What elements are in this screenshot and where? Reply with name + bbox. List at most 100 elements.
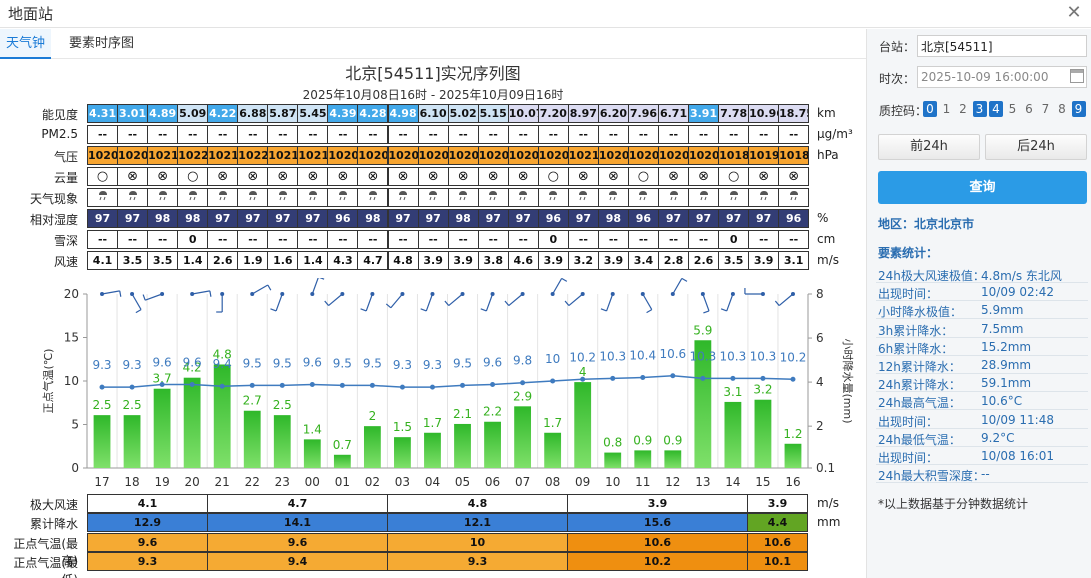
grid-cell: -- (627, 125, 659, 144)
precip-bar-label: 0.7 (333, 438, 352, 452)
overcast-icon: ⊗ (297, 167, 329, 186)
calendar-icon[interactable] (1070, 69, 1084, 83)
prev-24h-button[interactable]: 前24h (878, 134, 980, 160)
grid-cell: 6.88 (237, 104, 269, 123)
grid-cell: -- (87, 125, 119, 144)
y2-tick-label: 4 (816, 375, 824, 389)
temperature-label: 9.8 (513, 354, 532, 368)
qc-code-toggle[interactable]: 4 (989, 101, 1003, 117)
grid-cell: -- (778, 230, 810, 249)
grid-cell: -- (718, 125, 750, 144)
grid-cell: 98 (147, 209, 179, 228)
wind-barb-icon (310, 278, 325, 296)
stat-row: 出现时间： 10/08 16:01 (876, 447, 1088, 465)
grid-cell: 3.8 (477, 251, 509, 270)
grid-cell: 1020 (507, 146, 539, 165)
grid-cell: 1020 (537, 146, 569, 165)
qc-code-toggle[interactable]: 8 (1058, 102, 1066, 116)
stat-value: 9.2°C (981, 430, 1015, 445)
grid-cell: -- (327, 230, 359, 249)
overcast-icon: ⊗ (357, 167, 389, 186)
temperature-point (369, 382, 375, 388)
grid-cell: 97 (297, 209, 329, 228)
precip-bar (604, 452, 622, 468)
precip-bar-label: 1.2 (783, 427, 802, 441)
qc-code-toggle[interactable]: 1 (942, 102, 951, 116)
grid-cell: 1020 (327, 146, 359, 165)
grid-cell: 1020 (627, 146, 659, 165)
temperature-label: 9.5 (243, 356, 262, 370)
summary-cell-rain: 14.1 (207, 513, 388, 532)
summary-cell-rain: 15.6 (567, 513, 748, 532)
grid-cell: 1022 (237, 146, 269, 165)
temperature-point (580, 376, 586, 382)
grid-cell: 97 (267, 209, 299, 228)
precip-bar-label: 2.5 (273, 398, 292, 412)
stat-key: 出现时间： (878, 414, 939, 429)
row-label-7: 风速 (53, 255, 78, 269)
grid-cell: 1.6 (267, 251, 299, 270)
grid-cell: -- (507, 125, 539, 144)
clear-sky-icon: ○ (718, 167, 750, 186)
overcast-icon: ⊗ (658, 167, 690, 186)
row-unit-5: % (817, 211, 829, 225)
qc-code-toggle[interactable]: 6 (1025, 102, 1033, 116)
close-icon[interactable]: ✕ (1066, 2, 1082, 23)
grid-cell: 98 (357, 209, 389, 228)
precip-bar-label: 0.9 (633, 433, 652, 447)
overcast-icon: ⊗ (327, 167, 359, 186)
summary-label-3: 正点气温(最低) (13, 556, 78, 578)
precip-bar-label: 4 (579, 365, 587, 379)
temperature-label: 9.3 (423, 358, 442, 372)
summary-cell-tmax: 10 (387, 533, 568, 552)
grid-cell: 97 (477, 209, 509, 228)
window-title: 地面站 (8, 5, 54, 23)
temperature-label: 9.3 (92, 358, 111, 372)
temperature-point (700, 375, 706, 381)
grid-cell: -- (778, 125, 810, 144)
sidebar-panel: 台站： 时次： 2025-10-09 16:00:00 质控码： 0123456… (866, 29, 1091, 578)
grid-cell: 1020 (357, 146, 389, 165)
rain-icon (117, 188, 149, 207)
temperature-label: 9.4 (213, 357, 232, 371)
grid-cell: -- (688, 230, 720, 249)
qc-code-toggle[interactable]: 0 (923, 101, 937, 117)
grid-cell: 5.45 (297, 104, 329, 123)
precip-bar (363, 426, 381, 468)
query-button[interactable]: 查询 (878, 171, 1087, 204)
qc-code-toggle[interactable]: 5 (1008, 102, 1017, 116)
stat-value: 10/08 16:01 (981, 449, 1054, 463)
rain-icon (718, 188, 750, 207)
qc-code-toggle[interactable]: 7 (1041, 102, 1050, 116)
stat-row: 24h最低气温： 9.2°C (876, 429, 1088, 447)
tab-element-timeseries[interactable]: 要素时序图 (69, 36, 135, 51)
grid-cell: 4.28 (357, 104, 389, 123)
wind-barb-icon (324, 292, 345, 307)
temperature-point (219, 383, 225, 389)
temperature-point (490, 381, 496, 387)
x-tick-label: 03 (395, 475, 410, 489)
clear-sky-icon: ○ (177, 167, 209, 186)
overcast-icon: ⊗ (417, 167, 449, 186)
grid-cell: 97 (507, 209, 539, 228)
grid-cell: -- (357, 230, 389, 249)
wind-barb-icon (270, 292, 285, 312)
next-24h-button[interactable]: 后24h (985, 134, 1087, 160)
temperature-label: 10.3 (599, 349, 626, 363)
qc-code-toggle[interactable]: 9 (1071, 101, 1086, 117)
grid-cell: 98 (597, 209, 629, 228)
grid-cell: -- (597, 230, 629, 249)
grid-cell: 4.7 (357, 251, 389, 270)
qc-code-toggle[interactable]: 2 (959, 102, 967, 116)
grid-cell: 5.15 (477, 104, 509, 123)
x-tick-label: 15 (755, 475, 770, 489)
overcast-icon: ⊗ (237, 167, 269, 186)
grid-cell: 10.96 (748, 104, 780, 123)
time-input[interactable]: 2025-10-09 16:00:00 (917, 66, 1087, 88)
qc-code-toggle[interactable]: 3 (972, 101, 987, 117)
grid-cell: 4.6 (507, 251, 539, 270)
grid-cell: 97 (417, 209, 449, 228)
x-tick-label: 22 (245, 475, 260, 489)
tab-weather-clock[interactable]: 天气钟 (0, 29, 52, 59)
station-input[interactable] (917, 35, 1087, 57)
